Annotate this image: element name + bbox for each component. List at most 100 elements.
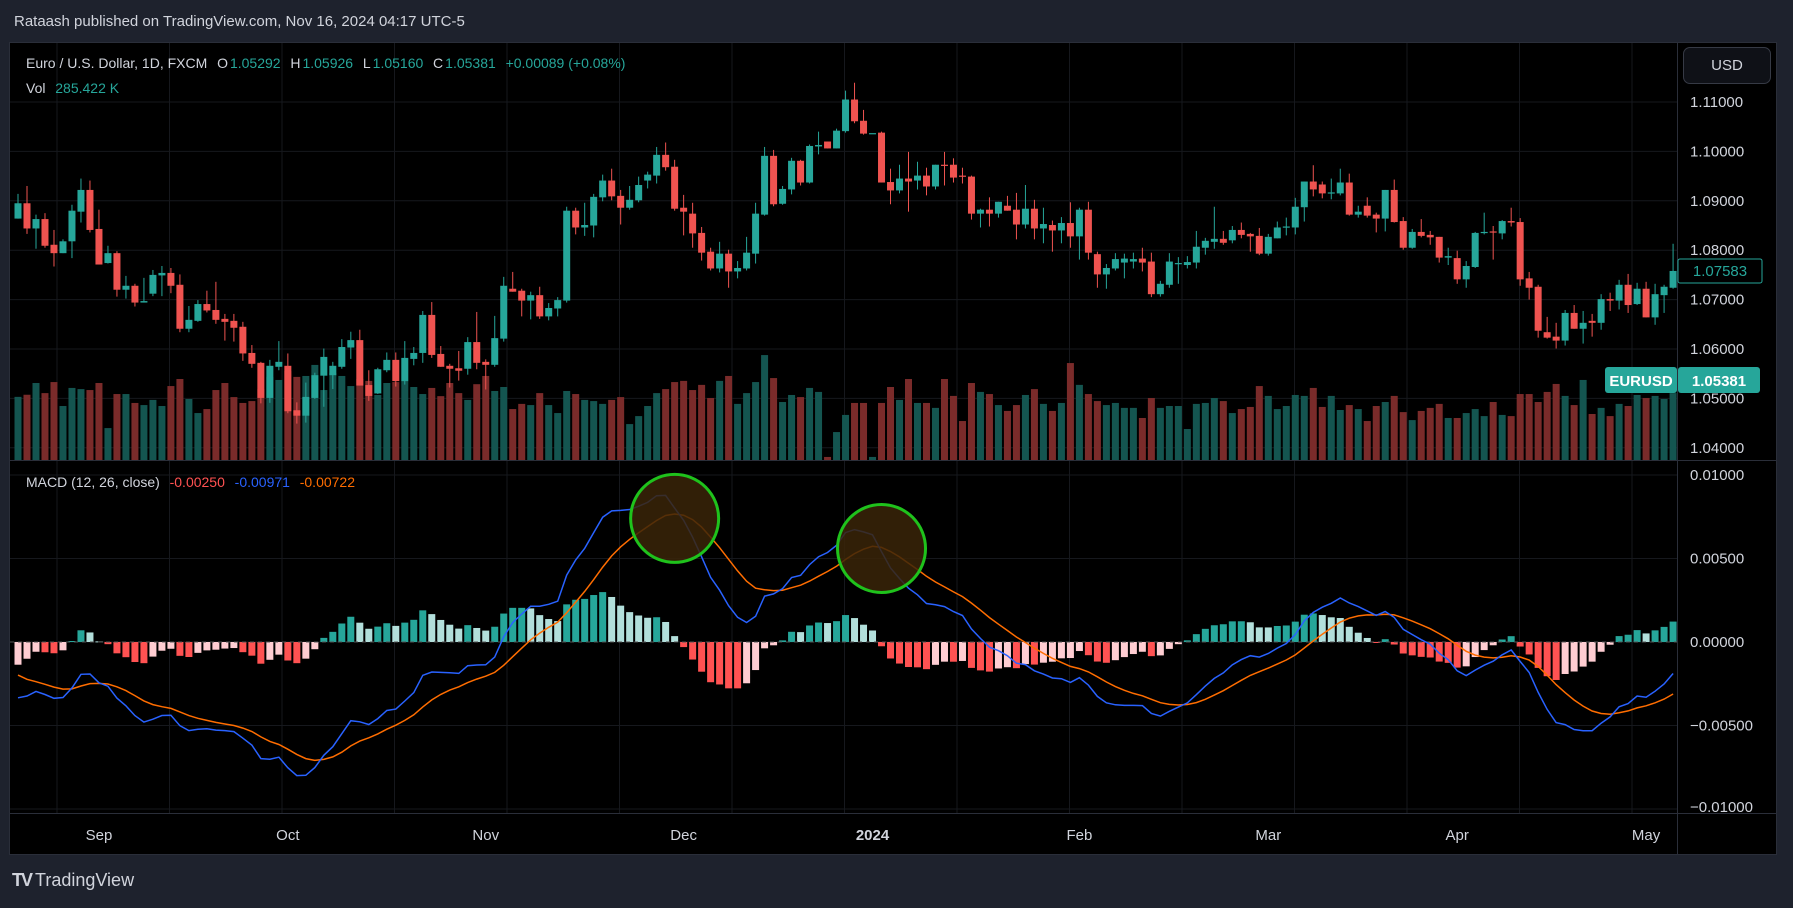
macd-histogram-bar xyxy=(1399,642,1407,654)
macd-histogram-bar xyxy=(1309,613,1317,642)
macd-histogram-bar xyxy=(59,642,67,651)
macd-legend[interactable]: MACD (12, 26, close) -0.00250 -0.00971 -… xyxy=(26,474,357,490)
macd-histogram-bar xyxy=(1066,642,1074,659)
macd-histogram-bar xyxy=(1372,642,1380,643)
volume-bar xyxy=(815,391,823,460)
volume-bar xyxy=(1174,406,1182,460)
symbol-price-label: EURUSD 1.05381 xyxy=(1605,367,1760,393)
price-tick-label: 1.09000 xyxy=(1690,193,1744,210)
drawing-annotations xyxy=(629,472,928,594)
tradingview-branding[interactable]: TV TradingView xyxy=(12,870,134,891)
macd-histogram xyxy=(14,592,1677,689)
candle-body xyxy=(815,144,823,147)
candle-body xyxy=(1003,205,1011,211)
volume-bar xyxy=(976,391,984,460)
volume-legend[interactable]: Vol 285.422 K xyxy=(26,80,121,96)
candle-body xyxy=(1120,258,1128,263)
candle-body xyxy=(167,272,175,286)
candle-body xyxy=(1219,238,1227,243)
volume-bar xyxy=(446,383,454,460)
volume-bar xyxy=(824,456,832,460)
macd-histogram-bar xyxy=(1552,642,1560,680)
candle-body xyxy=(689,213,697,234)
macd-histogram-bar xyxy=(976,642,984,671)
volume-bar xyxy=(428,387,436,460)
macd-histogram-bar xyxy=(608,596,616,642)
candle-body xyxy=(1291,206,1299,228)
macd-tick-label: −0.00500 xyxy=(1690,718,1753,735)
price-axis[interactable]: 1.11000 1.10000 1.09000 1.08000 1.07000 1.060… xyxy=(1690,94,1744,457)
candle-body xyxy=(1399,221,1407,248)
macd-histogram-bar xyxy=(356,622,364,642)
volume-bar xyxy=(1120,407,1128,460)
volume-bar xyxy=(248,401,256,460)
candle-body xyxy=(50,244,58,254)
macd-axis[interactable]: 0.01000 0.00500 0.00000 −0.00500 −0.01000 xyxy=(1690,467,1753,816)
candle-body xyxy=(1228,229,1236,241)
candle-body xyxy=(1633,288,1641,305)
candle-body xyxy=(1669,270,1677,288)
macd-histogram-bar xyxy=(230,642,238,649)
candle-body xyxy=(1579,322,1587,329)
volume-bar xyxy=(896,399,904,460)
candle-body xyxy=(455,368,463,371)
candle-body xyxy=(212,309,220,320)
candle-body xyxy=(1561,312,1569,341)
macd-histogram-bar xyxy=(1489,642,1497,646)
candle-body xyxy=(1408,231,1416,248)
candle-body xyxy=(68,210,76,242)
candle-body xyxy=(878,132,886,183)
macd-histogram-bar xyxy=(1120,642,1128,658)
publisher-caption: Rataash published on TradingView.com, No… xyxy=(14,13,465,30)
macd-histogram-bar xyxy=(86,632,94,642)
candle-body xyxy=(392,359,400,382)
volume-bar xyxy=(842,414,850,460)
candle-body xyxy=(329,365,337,376)
volume-bar xyxy=(1066,363,1074,460)
macd-histogram-bar xyxy=(1651,630,1659,642)
macd-histogram-bar xyxy=(958,642,966,661)
macd-histogram-bar xyxy=(779,640,787,642)
visible-close-value: 1.07583 xyxy=(1693,263,1747,280)
volume-bar xyxy=(734,403,742,460)
time-axis[interactable]: Sep Oct Nov Dec 2024 Feb Mar Apr May xyxy=(86,827,1661,844)
macd-histogram-bar xyxy=(1516,642,1524,647)
candle-body xyxy=(473,342,481,363)
macd-histogram-bar xyxy=(113,642,121,654)
candlestick-series xyxy=(14,82,1677,424)
macd-histogram-bar xyxy=(41,642,49,653)
candle-body xyxy=(1507,221,1515,223)
candle-body xyxy=(365,385,373,396)
candle-body xyxy=(401,357,409,382)
macd-histogram-bar xyxy=(662,621,670,642)
candle-body xyxy=(1660,286,1668,296)
volume-bar xyxy=(158,406,166,460)
macd-histogram-bar xyxy=(626,612,634,642)
volume-bar xyxy=(671,382,679,460)
volume-bar xyxy=(770,378,778,460)
macd-signal-value: -0.00722 xyxy=(299,474,356,490)
candle-body xyxy=(23,203,31,229)
volume-bar xyxy=(113,394,121,460)
volume-bar xyxy=(1156,407,1164,460)
macd-histogram-bar xyxy=(1111,642,1119,661)
candle-body xyxy=(1480,231,1488,234)
volume-bar xyxy=(509,409,517,460)
volume-bar xyxy=(1462,413,1470,460)
volume-bar xyxy=(1435,403,1443,460)
volume-bar xyxy=(257,389,265,460)
candle-body xyxy=(626,199,634,208)
macd-histogram-bar xyxy=(149,642,157,657)
volume-bar xyxy=(1165,406,1173,460)
candle-body xyxy=(797,160,805,183)
volume-bar xyxy=(1345,405,1353,460)
macd-histogram-bar xyxy=(1003,642,1011,668)
macd-histogram-bar xyxy=(1291,621,1299,642)
macd-histogram-bar xyxy=(572,599,580,642)
volume-bar xyxy=(212,390,220,460)
volume-bar xyxy=(23,394,31,460)
currency-button[interactable]: USD xyxy=(1683,47,1771,84)
volume-bar xyxy=(194,413,202,460)
